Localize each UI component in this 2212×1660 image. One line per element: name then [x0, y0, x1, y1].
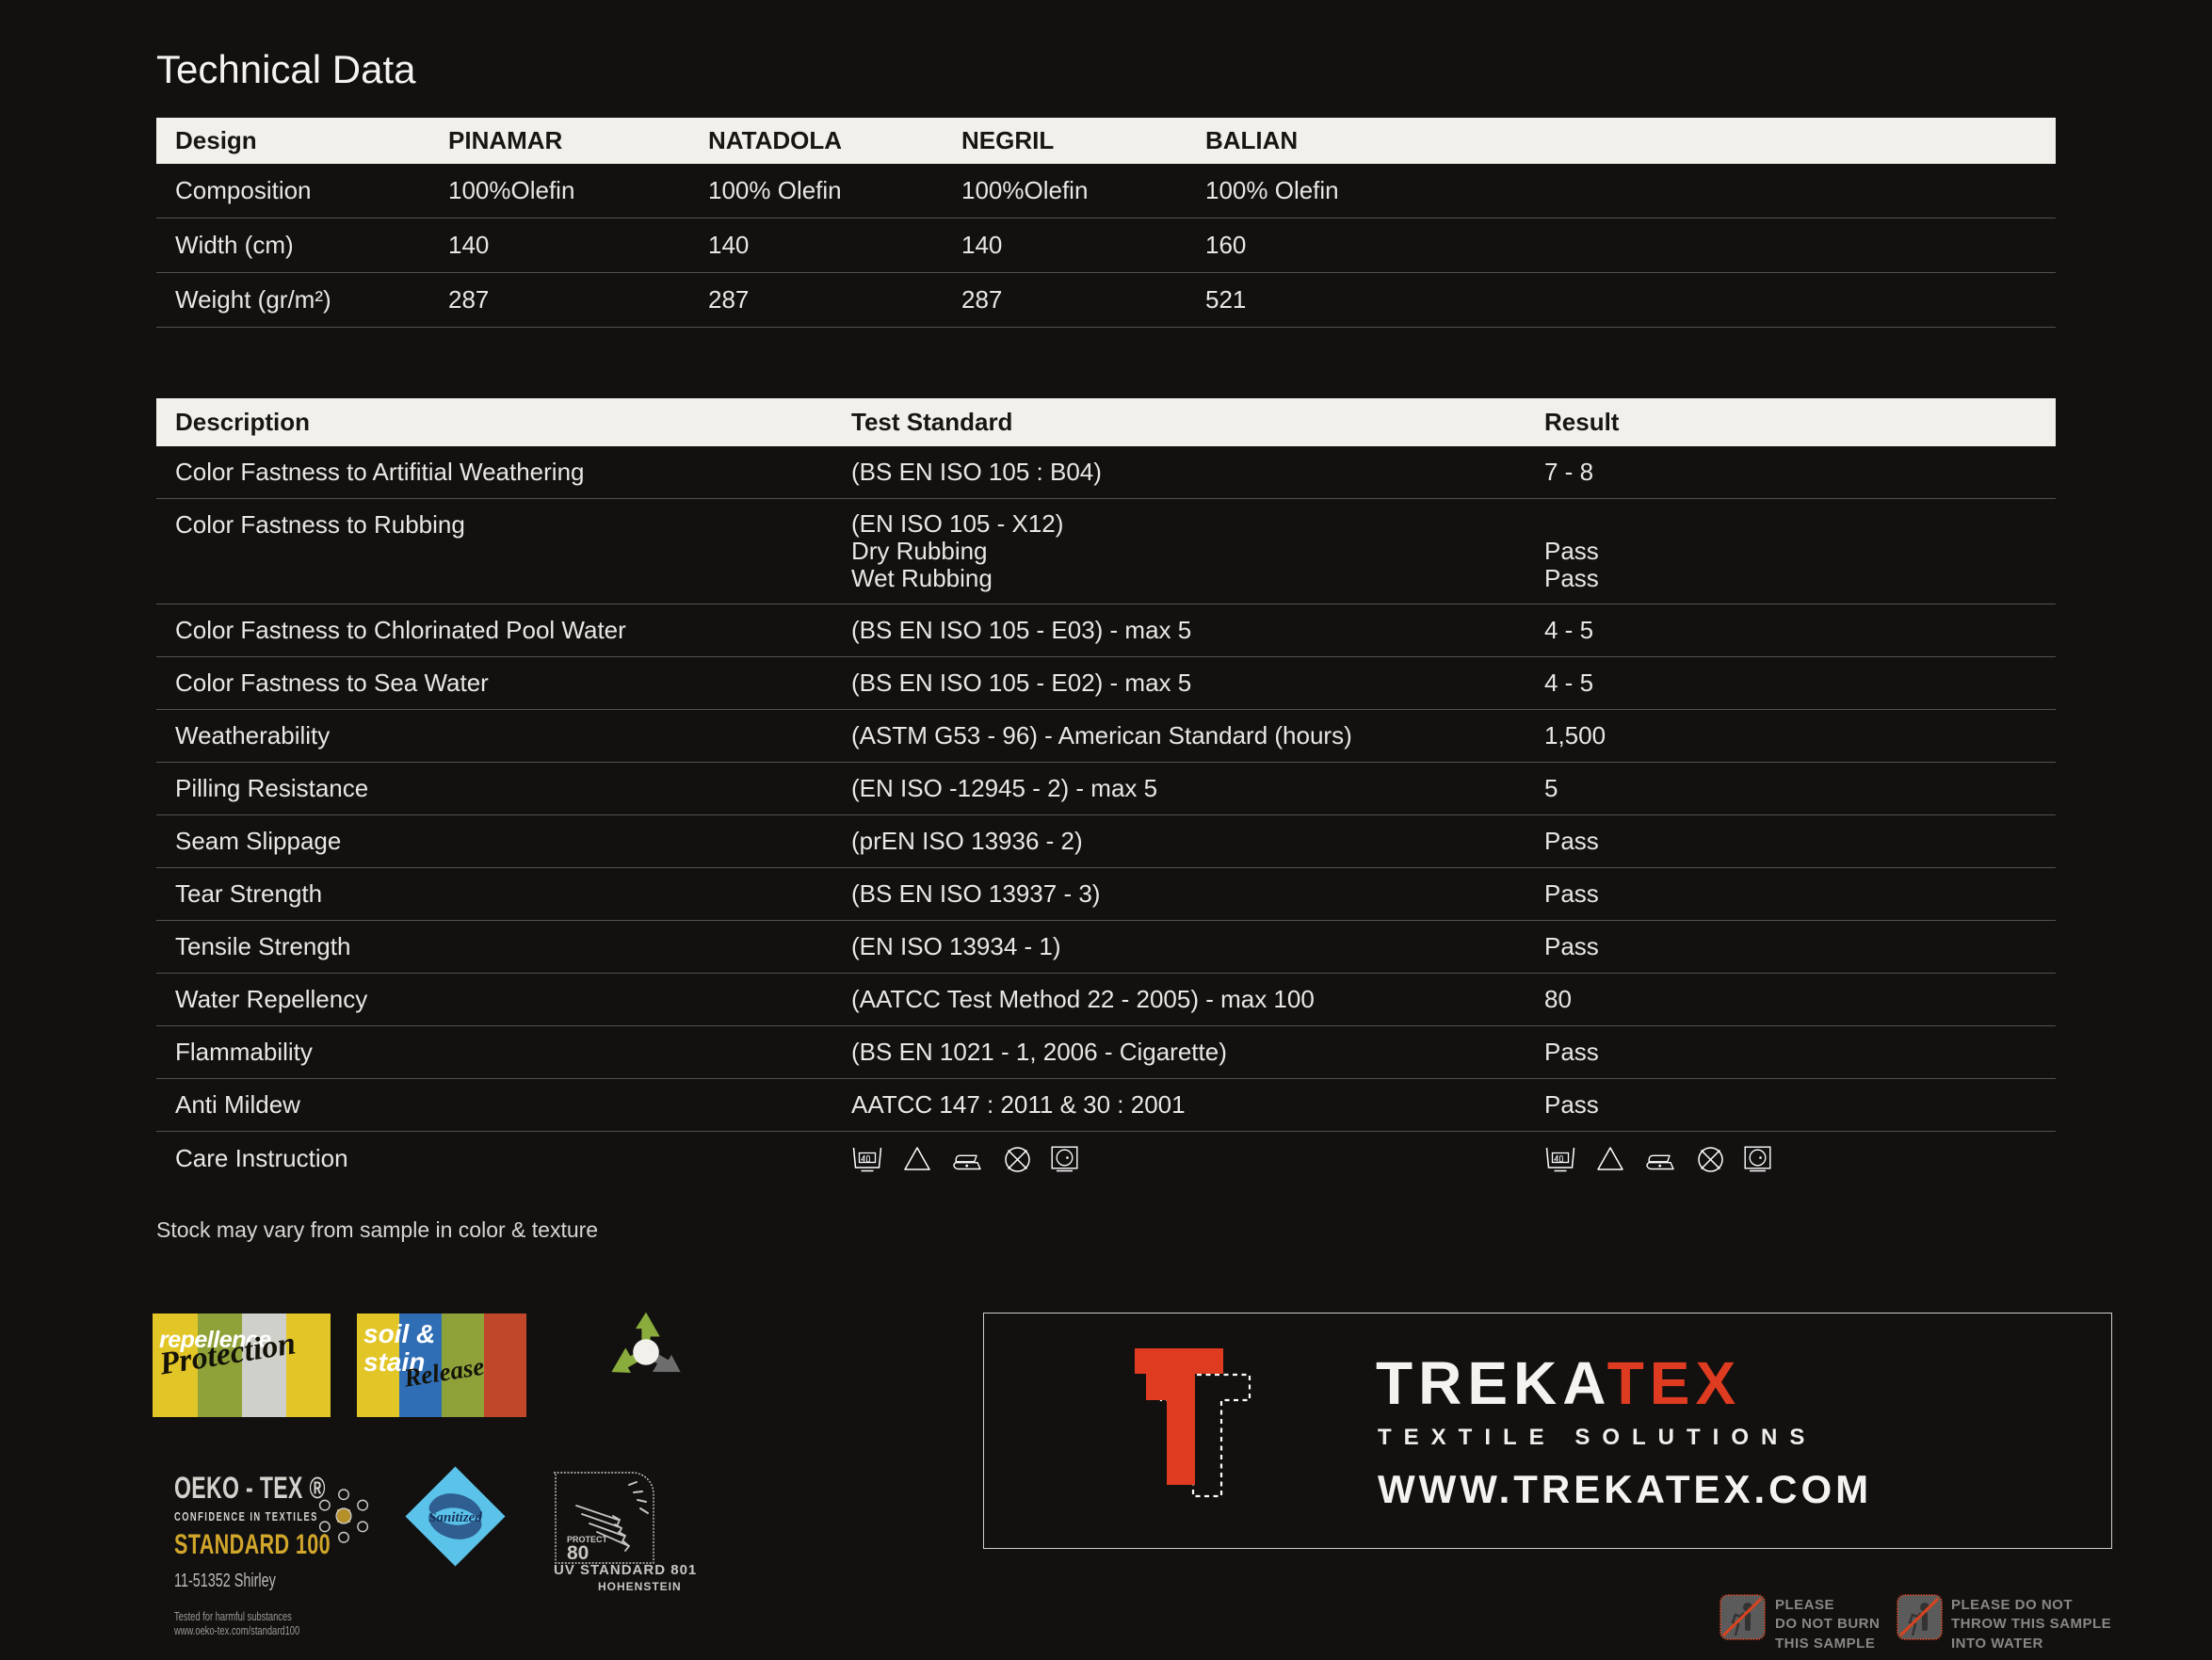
svg-text:Sanitized: Sanitized — [428, 1510, 482, 1525]
svg-text:80: 80 — [567, 1542, 589, 1564]
